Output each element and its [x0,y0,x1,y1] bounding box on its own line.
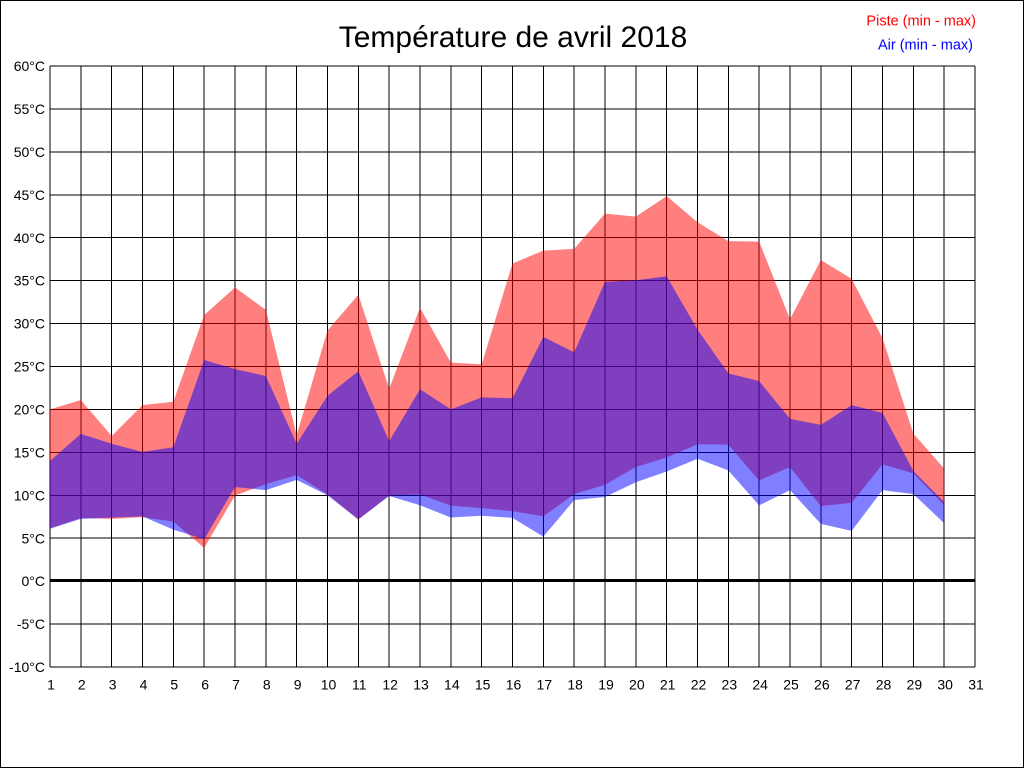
svg-text:10°C: 10°C [14,487,45,503]
svg-text:40°C: 40°C [14,230,45,246]
svg-text:14: 14 [444,677,460,693]
svg-text:11: 11 [352,677,367,693]
svg-text:29: 29 [907,677,923,693]
svg-text:1: 1 [47,677,55,693]
svg-text:60°C: 60°C [14,58,45,74]
svg-text:30°C: 30°C [14,316,45,332]
svg-text:25°C: 25°C [14,359,45,375]
svg-text:50°C: 50°C [14,144,45,160]
svg-text:27: 27 [845,677,861,693]
svg-text:Température de avril 2018: Température de avril 2018 [339,21,688,54]
svg-text:0°C: 0°C [22,573,46,589]
svg-text:Air (min - max): Air (min - max) [878,38,973,54]
svg-text:24: 24 [752,677,768,693]
svg-text:18: 18 [567,677,583,693]
svg-text:30: 30 [937,677,953,693]
svg-text:-5°C: -5°C [17,616,45,632]
svg-text:12: 12 [382,677,398,693]
svg-text:20: 20 [629,677,645,693]
svg-text:19: 19 [598,677,614,693]
svg-text:5°C: 5°C [22,530,46,546]
svg-text:45°C: 45°C [14,187,45,203]
svg-text:55°C: 55°C [14,101,45,117]
svg-text:7: 7 [232,677,240,693]
svg-text:8: 8 [263,677,271,693]
svg-text:Piste (min - max): Piste (min - max) [866,14,976,30]
svg-text:31: 31 [968,677,984,693]
svg-text:10: 10 [321,677,337,693]
svg-text:6: 6 [201,677,209,693]
svg-text:16: 16 [506,677,522,693]
svg-text:17: 17 [537,677,553,693]
svg-text:15: 15 [475,677,491,693]
svg-text:2: 2 [78,677,86,693]
svg-text:21: 21 [660,677,676,693]
svg-text:35°C: 35°C [14,273,45,289]
svg-text:9: 9 [294,677,302,693]
svg-text:26: 26 [814,677,830,693]
svg-text:15°C: 15°C [14,444,45,460]
svg-text:28: 28 [876,677,892,693]
svg-text:5: 5 [170,677,178,693]
svg-text:20°C: 20°C [14,402,45,418]
svg-text:22: 22 [691,677,707,693]
svg-text:13: 13 [413,677,429,693]
svg-text:23: 23 [722,677,738,693]
svg-text:4: 4 [140,677,148,693]
svg-text:-10°C: -10°C [9,659,45,675]
svg-text:25: 25 [783,677,799,693]
svg-text:3: 3 [109,677,117,693]
